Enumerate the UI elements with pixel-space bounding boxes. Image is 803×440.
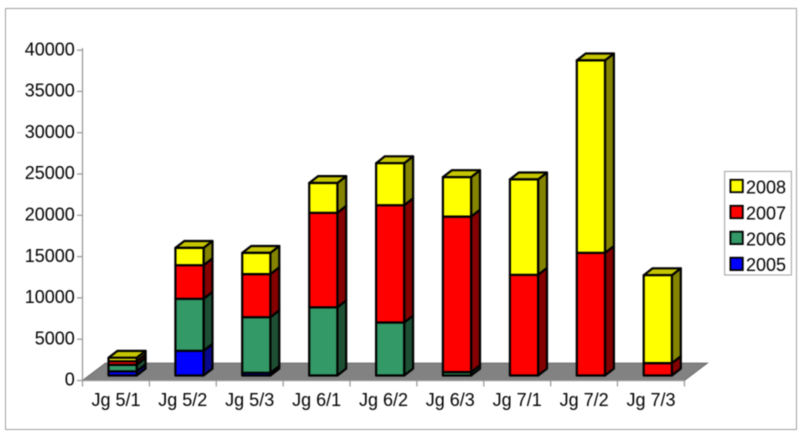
svg-text:40000: 40000	[25, 39, 75, 59]
svg-text:Jg 6/3: Jg 6/3	[426, 390, 475, 410]
svg-text:35000: 35000	[25, 81, 75, 101]
svg-text:10000: 10000	[25, 287, 75, 307]
svg-text:2005: 2005	[746, 255, 786, 275]
svg-text:25000: 25000	[25, 163, 75, 183]
svg-text:2006: 2006	[746, 229, 786, 249]
svg-text:Jg 7/3: Jg 7/3	[626, 390, 675, 410]
svg-text:Jg 5/2: Jg 5/2	[158, 390, 207, 410]
svg-text:2007: 2007	[746, 203, 786, 223]
svg-text:Jg 5/1: Jg 5/1	[91, 390, 140, 410]
svg-text:30000: 30000	[25, 122, 75, 142]
svg-text:Jg 6/1: Jg 6/1	[292, 390, 341, 410]
svg-text:20000: 20000	[25, 205, 75, 225]
svg-text:5000: 5000	[35, 328, 75, 348]
svg-text:Jg 7/1: Jg 7/1	[493, 390, 542, 410]
svg-text:Jg 5/3: Jg 5/3	[225, 390, 274, 410]
svg-text:0: 0	[65, 370, 75, 390]
svg-text:Jg 6/2: Jg 6/2	[359, 390, 408, 410]
svg-text:Jg 7/2: Jg 7/2	[560, 390, 609, 410]
svg-text:15000: 15000	[25, 246, 75, 266]
svg-text:2008: 2008	[746, 177, 786, 197]
